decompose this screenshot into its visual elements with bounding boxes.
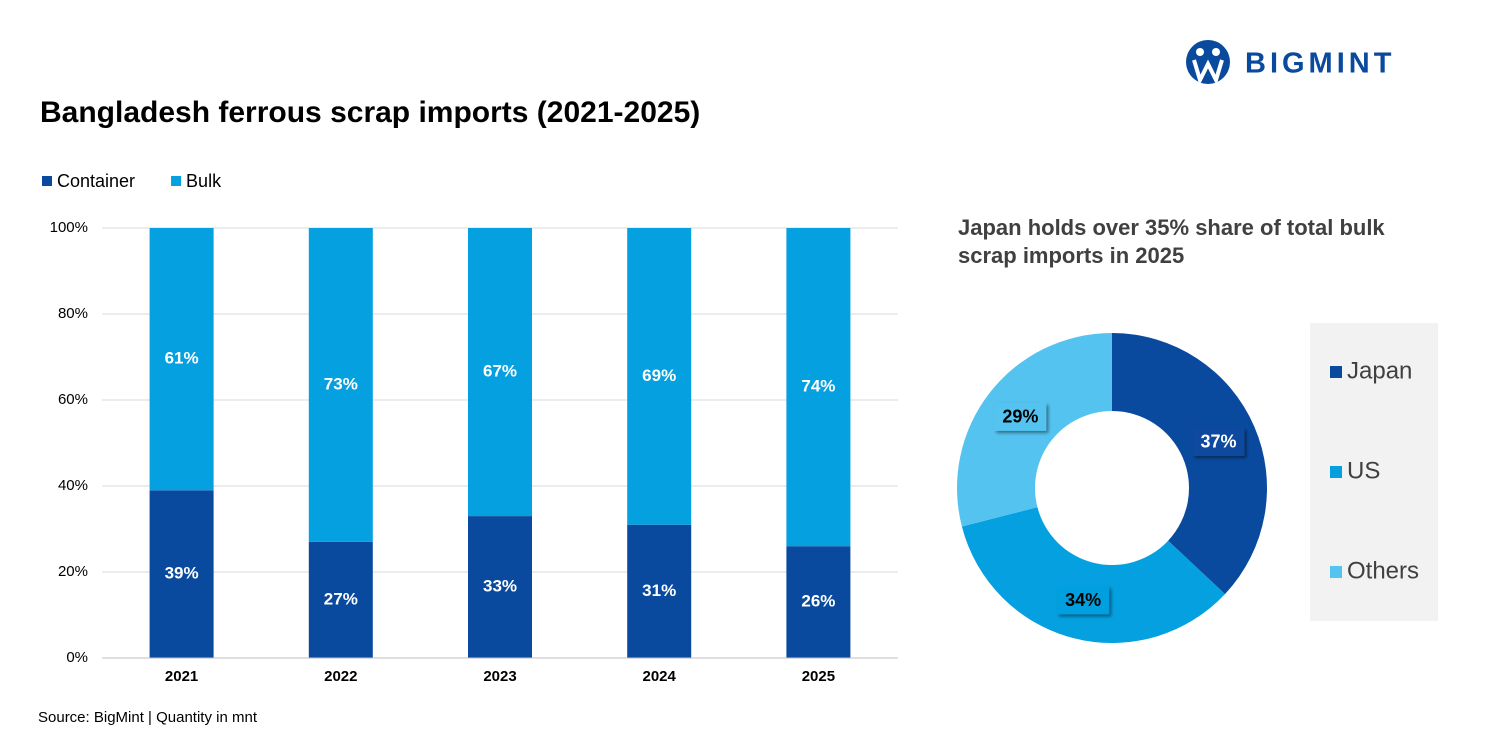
data-label: 61%: [165, 349, 199, 368]
y-tick-label: 0%: [66, 649, 88, 666]
bar-segment: [786, 546, 851, 658]
y-tick-label: 20%: [58, 563, 88, 580]
legend-swatch: [1330, 366, 1342, 378]
data-label: 67%: [483, 362, 517, 381]
x-tick-label: 2024: [643, 668, 677, 685]
bar-segment: [627, 524, 692, 658]
bar-segment: [149, 228, 214, 491]
logo: BIGMINT: [1245, 48, 1395, 80]
data-label: 39%: [165, 564, 199, 583]
data-label: 29%: [1002, 407, 1038, 427]
legend-label: US: [1347, 457, 1380, 484]
pie-title: Japan holds over 35% share of total bulk…: [958, 215, 1385, 268]
data-label: 33%: [483, 577, 517, 596]
bar-segment: [149, 490, 214, 658]
bar-segment: [468, 228, 532, 517]
data-label: 31%: [642, 581, 676, 600]
data-label: 34%: [1065, 590, 1101, 610]
legend-swatch: [1330, 566, 1342, 578]
x-tick-label: 2023: [483, 668, 516, 685]
data-label-box: [994, 402, 1047, 431]
legend-label: Container: [57, 171, 135, 191]
y-tick-label: 100%: [50, 219, 88, 236]
donut-slice: [961, 507, 1225, 643]
data-label-box: [1057, 586, 1110, 615]
legend-label: Japan: [1347, 357, 1412, 384]
bar-segment: [308, 541, 373, 658]
data-label-box: [1192, 427, 1245, 456]
data-label: 27%: [324, 589, 358, 608]
source: Source: BigMint | Quantity in mnt: [38, 709, 258, 726]
donut-slice: [1112, 333, 1267, 595]
x-tick-label: 2021: [165, 668, 198, 685]
legend-label: Others: [1347, 557, 1419, 584]
y-tick-label: 40%: [58, 477, 88, 494]
x-tick-label: 2025: [802, 668, 835, 685]
bar-segment: [627, 228, 692, 525]
legend-swatch: [42, 176, 52, 186]
chart-title: Bangladesh ferrous scrap imports (2021-2…: [40, 96, 700, 129]
bar-segment: [308, 228, 373, 542]
data-label: 73%: [324, 374, 358, 393]
bar-segment: [468, 516, 532, 658]
legend-label: Bulk: [186, 171, 222, 191]
legend-swatch: [1330, 466, 1342, 478]
data-label: 69%: [642, 366, 676, 385]
y-tick-label: 80%: [58, 305, 88, 322]
bar-segment: [786, 228, 851, 547]
data-label: 74%: [801, 377, 835, 396]
y-tick-label: 60%: [58, 391, 88, 408]
legend-swatch: [171, 176, 182, 186]
x-tick-label: 2022: [324, 668, 357, 685]
data-label: 37%: [1200, 432, 1236, 452]
data-label: 26%: [801, 592, 835, 611]
logo-icon: [1186, 40, 1230, 86]
